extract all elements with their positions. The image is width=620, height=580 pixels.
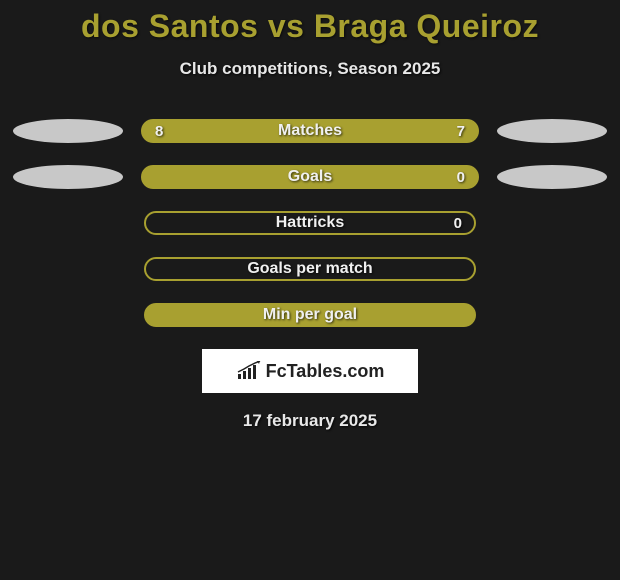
logo-text: FcTables.com [266, 361, 385, 382]
ellipse-placeholder [18, 211, 126, 235]
logo-box[interactable]: FcTables.com [202, 349, 418, 393]
ellipse-placeholder [494, 257, 602, 281]
stat-value-right: 7 [457, 123, 465, 140]
stat-bar: Goals 0 [141, 165, 479, 189]
player-ellipse-left [13, 165, 123, 189]
player-ellipse-right [497, 119, 607, 143]
subtitle: Club competitions, Season 2025 [0, 59, 620, 79]
stat-label: Goals [288, 168, 332, 186]
stat-bar: Min per goal [144, 303, 476, 327]
player-ellipse-right [497, 165, 607, 189]
ellipse-placeholder [18, 303, 126, 327]
logo: FcTables.com [236, 361, 385, 382]
stat-value-right: 0 [454, 215, 462, 232]
stat-bar: Goals per match [144, 257, 476, 281]
stat-row: Hattricks 0 [0, 211, 620, 235]
date-label: 17 february 2025 [0, 411, 620, 431]
stat-value-right: 0 [457, 169, 465, 186]
ellipse-placeholder [494, 303, 602, 327]
stat-row: Min per goal [0, 303, 620, 327]
stat-row: Goals per match [0, 257, 620, 281]
stat-row: Goals 0 [0, 165, 620, 189]
stat-row: 8 Matches 7 [0, 119, 620, 143]
stat-value-left: 8 [155, 123, 163, 140]
comparison-card: dos Santos vs Braga Queiroz Club competi… [0, 0, 620, 431]
stat-label: Matches [278, 122, 342, 140]
stat-bar: Hattricks 0 [144, 211, 476, 235]
stat-label: Goals per match [247, 260, 372, 278]
page-title: dos Santos vs Braga Queiroz [0, 8, 620, 45]
stat-rows: 8 Matches 7 Goals 0 Hattricks 0 Goals per match… [0, 119, 620, 327]
stat-bar: 8 Matches 7 [141, 119, 479, 143]
ellipse-placeholder [494, 211, 602, 235]
bars-trend-icon [236, 361, 262, 381]
stat-label: Min per goal [263, 306, 357, 324]
stat-label: Hattricks [276, 214, 344, 232]
player-ellipse-left [13, 119, 123, 143]
ellipse-placeholder [18, 257, 126, 281]
